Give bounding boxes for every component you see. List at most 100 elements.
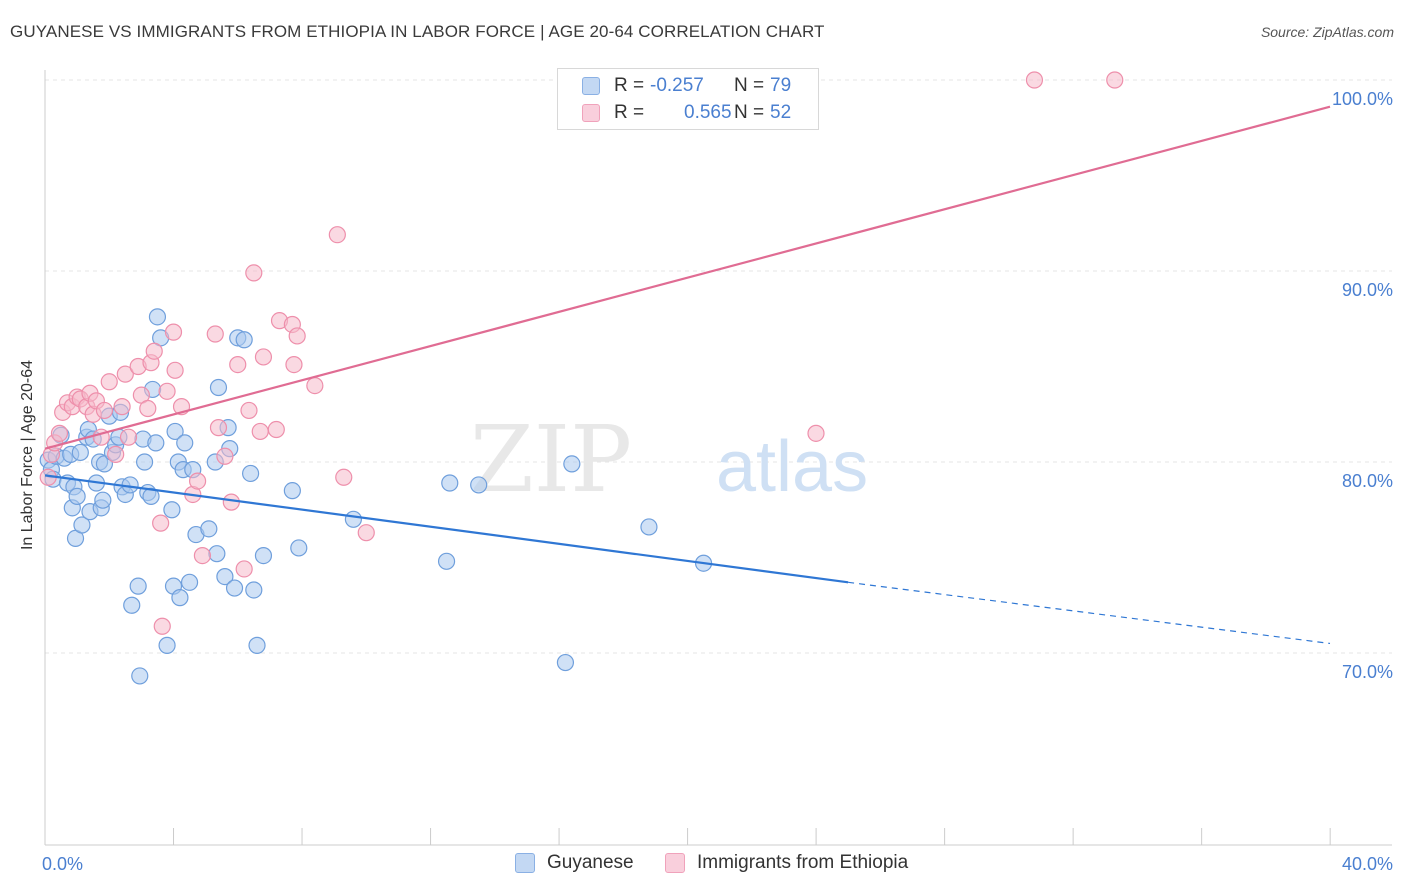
point-guyanese bbox=[437, 552, 456, 570]
point-ethiopia bbox=[166, 361, 184, 379]
point-guyanese bbox=[248, 636, 266, 654]
point-ethiopia bbox=[145, 342, 163, 360]
point-guyanese bbox=[94, 491, 112, 509]
legend-label-guyanese: Guyanese bbox=[547, 852, 634, 873]
legend-r-label: R = bbox=[614, 75, 645, 96]
point-guyanese bbox=[290, 539, 308, 557]
point-guyanese bbox=[171, 589, 189, 607]
point-ethiopia bbox=[100, 373, 118, 391]
point-ethiopia bbox=[235, 560, 253, 578]
point-ethiopia bbox=[206, 325, 224, 343]
x-tick-label: 0.0% bbox=[42, 854, 83, 874]
point-guyanese bbox=[68, 487, 86, 505]
legend-item-guyanese[interactable]: Guyanese bbox=[515, 852, 634, 874]
source-label: Source: ZipAtlas.com bbox=[1260, 24, 1394, 40]
legend-r-value: -0.257 bbox=[650, 75, 704, 96]
trend-line-ethiopia bbox=[44, 105, 1331, 450]
watermark: ZIP atlas bbox=[470, 406, 868, 513]
point-ethiopia bbox=[158, 382, 176, 400]
legend-swatch-pink bbox=[665, 853, 685, 873]
point-ethiopia bbox=[95, 401, 114, 420]
trend-line-guyanese-extension bbox=[848, 581, 1331, 645]
point-guyanese bbox=[200, 520, 218, 538]
point-guyanese bbox=[131, 667, 149, 685]
legend-n-value: 52 bbox=[770, 102, 792, 123]
legend-n-label: N = bbox=[734, 75, 765, 96]
point-ethiopia bbox=[116, 365, 134, 383]
point-ethiopia bbox=[119, 428, 138, 446]
point-ethiopia bbox=[113, 398, 131, 416]
point-ethiopia bbox=[254, 348, 273, 366]
legend-item-ethiopia[interactable]: Immigrants from Ethiopia bbox=[665, 852, 908, 874]
point-guyanese bbox=[208, 545, 226, 563]
point-ethiopia bbox=[357, 524, 375, 542]
point-ethiopia bbox=[807, 424, 825, 442]
y-tick-label: 70.0% bbox=[1342, 662, 1393, 682]
legend-r-label: R = bbox=[614, 102, 645, 123]
point-ethiopia bbox=[139, 399, 157, 418]
legend-r-value: 0.565 bbox=[684, 102, 732, 123]
chart-title: GUYANESE VS IMMIGRANTS FROM ETHIOPIA IN … bbox=[10, 22, 825, 41]
watermark-zip: ZIP bbox=[470, 406, 632, 513]
point-ethiopia bbox=[188, 472, 207, 490]
point-ethiopia bbox=[306, 377, 324, 395]
legend-swatch-pink bbox=[582, 104, 600, 122]
point-guyanese bbox=[166, 422, 184, 441]
point-guyanese bbox=[254, 546, 273, 565]
gridlines bbox=[45, 79, 1392, 654]
point-guyanese bbox=[129, 577, 147, 595]
point-guyanese bbox=[73, 516, 91, 534]
point-ethiopia bbox=[240, 401, 258, 420]
point-ethiopia bbox=[209, 419, 228, 437]
point-guyanese bbox=[563, 455, 581, 473]
series-legend: Guyanese Immigrants from Ethiopia bbox=[0, 852, 1406, 878]
trend-lines bbox=[44, 105, 1331, 645]
point-ethiopia bbox=[1025, 71, 1044, 89]
point-ethiopia bbox=[267, 420, 285, 439]
point-guyanese bbox=[245, 581, 263, 599]
point-guyanese bbox=[242, 464, 260, 483]
point-ethiopia bbox=[229, 355, 247, 374]
point-guyanese bbox=[135, 453, 154, 471]
point-guyanese bbox=[283, 482, 301, 500]
point-guyanese bbox=[148, 308, 167, 326]
point-ethiopia bbox=[288, 327, 306, 345]
point-ethiopia bbox=[335, 468, 353, 486]
tick-labels: 70.0% 80.0% 90.0% 100.0% 0.0% 40.0% bbox=[42, 89, 1393, 874]
point-ethiopia bbox=[153, 617, 171, 635]
point-guyanese bbox=[176, 434, 194, 452]
point-guyanese bbox=[123, 596, 141, 614]
point-guyanese bbox=[640, 518, 658, 536]
x-tick-label: 40.0% bbox=[1342, 854, 1393, 874]
point-ethiopia bbox=[285, 355, 303, 374]
point-guyanese bbox=[235, 331, 253, 349]
legend-swatch-blue bbox=[582, 77, 600, 95]
point-guyanese bbox=[225, 579, 244, 597]
point-guyanese bbox=[180, 573, 199, 591]
point-guyanese bbox=[209, 378, 228, 397]
point-guyanese bbox=[441, 474, 459, 492]
point-guyanese bbox=[344, 510, 362, 528]
y-tick-label: 90.0% bbox=[1342, 280, 1393, 300]
point-ethiopia bbox=[193, 546, 212, 565]
point-ethiopia bbox=[107, 445, 125, 463]
y-tick-label: 100.0% bbox=[1332, 89, 1393, 109]
legend-n-label: N = bbox=[734, 102, 765, 123]
point-ethiopia bbox=[251, 422, 269, 441]
point-guyanese bbox=[71, 443, 89, 462]
legend-label-ethiopia: Immigrants from Ethiopia bbox=[697, 852, 909, 873]
watermark-atlas: atlas bbox=[716, 427, 868, 507]
point-ethiopia bbox=[245, 264, 263, 282]
point-ethiopia bbox=[222, 493, 240, 511]
point-ethiopia bbox=[152, 514, 170, 532]
point-ethiopia bbox=[328, 226, 346, 244]
point-guyanese bbox=[163, 501, 181, 519]
point-guyanese bbox=[556, 653, 575, 672]
data-points bbox=[39, 71, 1124, 685]
point-guyanese bbox=[216, 567, 234, 586]
correlation-legend: R = -0.257 N = 79 R = 0.565 N = 52 bbox=[557, 68, 819, 130]
point-guyanese bbox=[158, 636, 176, 654]
y-tick-label: 80.0% bbox=[1342, 471, 1393, 491]
point-ethiopia bbox=[216, 447, 234, 465]
